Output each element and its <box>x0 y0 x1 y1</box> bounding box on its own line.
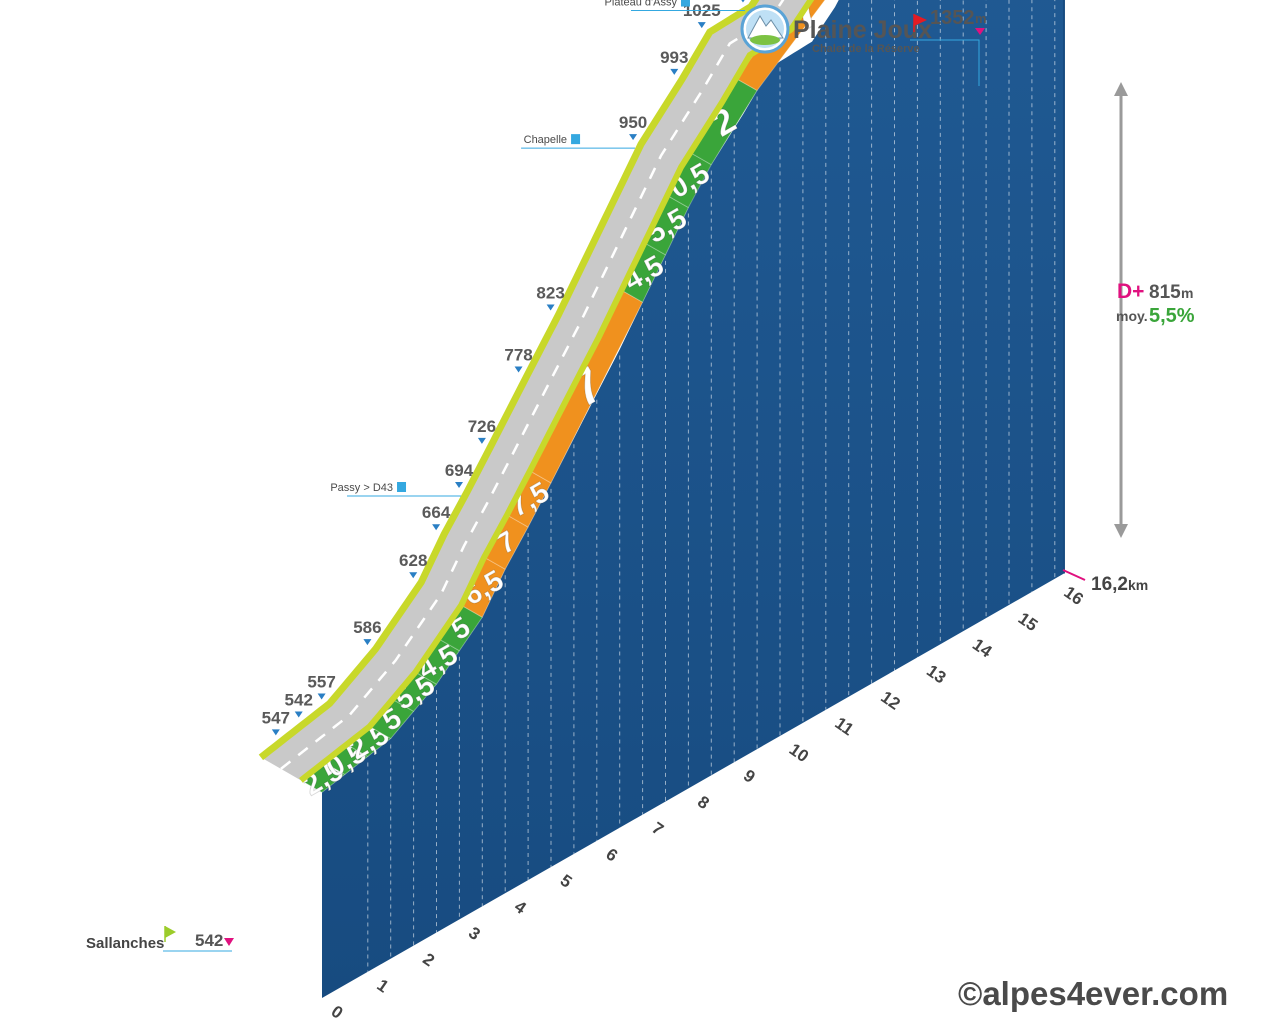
km-tick-label: 0 <box>328 1002 347 1023</box>
km-tick-label: 15 <box>1015 609 1041 635</box>
altitude-label: 694 <box>445 461 474 480</box>
altitude-label: 542 <box>285 690 313 709</box>
altitude-label: 950 <box>619 113 647 132</box>
chapel-icon <box>571 134 581 145</box>
km-tick-label: 7 <box>648 818 667 839</box>
altitude-marker-icon <box>546 304 555 311</box>
start-altitude: 542 <box>195 931 223 950</box>
km-tick-label: 11 <box>832 714 858 740</box>
km-tick-label: 1 <box>374 976 393 997</box>
km-tick-label: 2 <box>419 949 438 970</box>
km-tick-label: 13 <box>923 661 949 687</box>
distance-marker <box>1062 569 1086 581</box>
altitude-label: 586 <box>353 618 381 637</box>
summit-flag-icon <box>914 14 927 26</box>
km-tick-label: 8 <box>694 792 713 813</box>
altitude-marker-icon <box>670 68 679 75</box>
road-surface <box>260 0 811 781</box>
km-tick-label: 12 <box>877 687 903 713</box>
total-distance-value: 16,2 <box>1091 574 1128 595</box>
altitude-marker-icon <box>629 134 638 141</box>
altitude-marker-icon <box>432 524 441 531</box>
church-icon <box>680 0 690 7</box>
altitude-label: 993 <box>660 48 688 67</box>
dplus-label: D+ <box>1117 280 1144 303</box>
road-strip <box>258 0 815 783</box>
altitude-label: 664 <box>422 503 451 522</box>
total-distance-unit: km <box>1128 577 1148 593</box>
km-tick-label: 5 <box>557 871 576 892</box>
km-tick-label: 14 <box>969 635 996 662</box>
altitude-marker-icon <box>477 437 486 444</box>
place-name: Plateau d'Assy <box>605 0 678 9</box>
altitude-labels: 5475425575866286646947267788239509931025… <box>262 0 745 736</box>
avg-label: moy. <box>1116 308 1148 324</box>
credit-text: ©alpes4ever.com <box>958 975 1228 1012</box>
start-marker-icon <box>224 938 234 946</box>
start-flag-icon <box>165 926 176 938</box>
altitude-label: 726 <box>468 417 496 436</box>
church-icon <box>397 482 407 493</box>
altitude-marker-icon <box>697 22 706 29</box>
place-name: Chapelle <box>524 134 567 146</box>
summit-header: Plaine Joux Chalet de la Réserve 1352 m <box>740 4 987 86</box>
place-name: Passy > D43 <box>330 482 393 494</box>
road-centerline <box>280 0 785 770</box>
altitude-marker-icon <box>363 639 372 646</box>
summit-marker-icon <box>975 28 985 35</box>
avg-value: 5,5% <box>1149 305 1195 327</box>
km-tick-label: 4 <box>511 897 530 918</box>
km-tick-label: 9 <box>740 766 759 787</box>
summit-unit: m <box>975 11 987 26</box>
altitude-marker-icon <box>455 482 464 489</box>
road-edge-near <box>299 0 815 783</box>
dplus-unit: m <box>1181 285 1193 301</box>
profile-wall-fill <box>322 0 1064 998</box>
altitude-label: 778 <box>504 345 532 364</box>
summit-leader-line <box>910 39 980 86</box>
altitude-marker-icon <box>741 0 745 3</box>
altitude-marker-icon <box>409 572 418 579</box>
profile-wall <box>322 0 1065 998</box>
road-edge-far <box>258 0 760 761</box>
altitude-marker-icon <box>317 693 326 700</box>
dplus-value: 815 <box>1149 282 1181 303</box>
km-tick-label: 16 <box>1061 583 1087 609</box>
height-arrow <box>1114 82 1128 538</box>
altitude-label: 557 <box>307 672 335 691</box>
start-label: Sallanches 542 <box>86 926 234 952</box>
km-tick-label: 6 <box>603 845 622 866</box>
altitude-label: 547 <box>262 708 290 727</box>
altitude-label: 628 <box>399 551 427 570</box>
altitude-marker-icon <box>514 366 523 373</box>
summit-subtitle: Chalet de la Réserve <box>812 43 920 55</box>
summit-altitude: 1352 <box>930 7 975 29</box>
altitude-marker-icon <box>294 711 303 718</box>
start-name: Sallanches <box>86 935 164 952</box>
km-tick-label: 3 <box>465 923 484 944</box>
altitude-label: 823 <box>536 283 564 302</box>
km-tick-label: 10 <box>786 740 812 766</box>
altitude-marker-icon <box>271 729 280 736</box>
summit-name: Plaine Joux <box>793 16 932 44</box>
